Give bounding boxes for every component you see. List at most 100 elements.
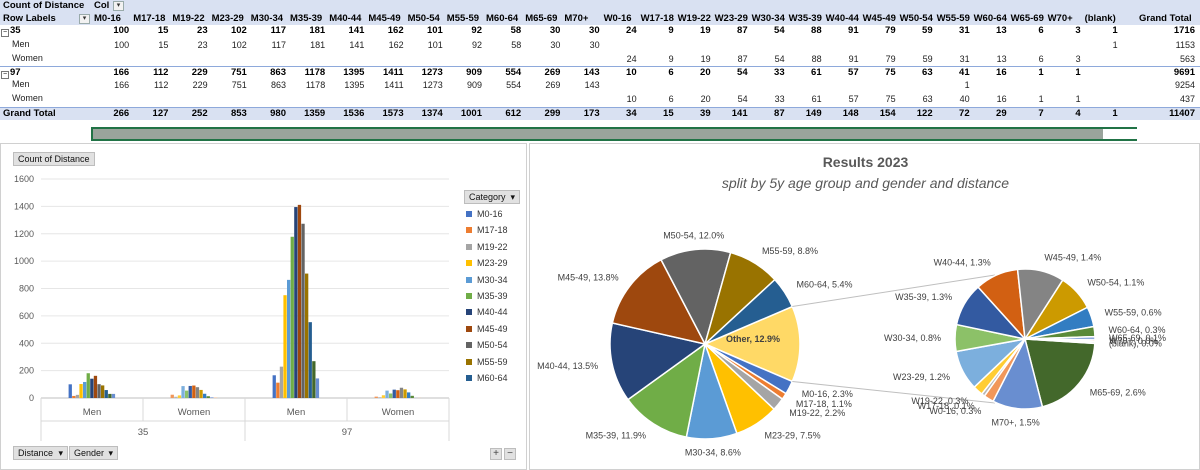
pivot-cell[interactable]: 88 <box>811 53 822 64</box>
pivot-cell[interactable]: 9 <box>668 53 674 64</box>
pivot-col-header[interactable]: M70+ <box>564 13 589 24</box>
legend-item[interactable]: M60-64 <box>463 372 523 388</box>
pivot-cell[interactable]: 63 <box>922 66 933 78</box>
pivot-cell[interactable]: 54 <box>737 94 748 105</box>
pivot-cell[interactable]: 299 <box>544 107 561 119</box>
pivot-cell[interactable]: 117 <box>270 25 286 37</box>
pivot-cell[interactable]: 61 <box>811 94 822 105</box>
pivot-cell[interactable]: 54 <box>774 25 785 37</box>
pivot-cell[interactable]: 63 <box>922 94 933 105</box>
pivot-cell[interactable]: 100 <box>114 39 130 50</box>
row-label[interactable]: −97 <box>1 67 21 79</box>
pivot-cell[interactable]: 61 <box>811 66 822 78</box>
row-label[interactable]: Grand Total <box>3 108 56 120</box>
pivot-col-header[interactable]: M60-64 <box>486 13 519 24</box>
pivot-col-header[interactable]: M19-22 <box>172 13 205 24</box>
legend-field-button[interactable]: Category ▾ <box>464 190 520 204</box>
legend-item[interactable]: M35-39 <box>463 290 523 306</box>
pivot-col-header[interactable]: W35-39 <box>788 13 822 24</box>
pivot-cell[interactable]: 13 <box>996 53 1007 64</box>
pivot-cell[interactable]: 181 <box>309 25 326 37</box>
pivot-cell[interactable]: 58 <box>510 25 522 37</box>
pivot-cell[interactable]: 101 <box>426 25 443 37</box>
pivot-cell[interactable]: 19 <box>700 53 711 64</box>
pivot-col-header[interactable]: W30-34 <box>751 13 785 24</box>
pivot-col-header[interactable]: W50-54 <box>899 13 933 24</box>
pivot-cell[interactable]: 149 <box>805 107 822 119</box>
pivot-cell[interactable]: 612 <box>505 107 522 119</box>
pivot-cell[interactable]: 554 <box>505 66 522 78</box>
pivot-cell[interactable]: 853 <box>230 107 247 119</box>
pivot-cell[interactable]: 1 <box>1038 94 1044 105</box>
pivot-cell[interactable]: 30 <box>549 25 561 37</box>
pivot-cell[interactable]: 15 <box>663 107 674 119</box>
pivot-cell[interactable]: 58 <box>511 39 522 50</box>
pivot-cell[interactable]: 87 <box>737 25 748 37</box>
pivot-cell[interactable]: 101 <box>427 39 443 50</box>
pivot-cell[interactable]: 863 <box>270 80 286 91</box>
pivot-cell[interactable]: 10 <box>626 66 637 78</box>
pivot-cell[interactable]: 154 <box>879 107 896 119</box>
expand-field-button[interactable]: + <box>490 448 502 460</box>
pivot-cell[interactable]: 87 <box>774 107 785 119</box>
pivot-cell[interactable]: 1153 <box>1175 39 1195 50</box>
pivot-cell[interactable]: 1178 <box>305 80 326 91</box>
pivot-cell[interactable]: 143 <box>584 80 600 91</box>
values-field-button[interactable]: Count of Distance <box>13 152 95 166</box>
pivot-cell[interactable]: 229 <box>192 80 208 91</box>
legend-item[interactable]: M0-16 <box>463 208 523 224</box>
pivot-cell[interactable]: 11407 <box>1169 107 1195 119</box>
pivot-cell[interactable]: 30 <box>550 39 561 50</box>
pivot-col-header[interactable]: M23-29 <box>211 13 244 24</box>
row-label[interactable]: Women <box>12 92 43 106</box>
pivot-cell[interactable]: 29 <box>996 107 1007 119</box>
pivot-cell[interactable]: 19 <box>700 25 711 37</box>
pivot-cell[interactable]: 34 <box>626 107 637 119</box>
gender-field-button[interactable]: Gender ▾ <box>69 446 118 460</box>
pivot-col-header[interactable]: W23-29 <box>714 13 748 24</box>
pivot-cell[interactable]: 40 <box>959 94 970 105</box>
pivot-cell[interactable]: 6 <box>1038 53 1044 64</box>
pivot-column-labels[interactable]: Col <box>94 0 110 11</box>
pivot-cell[interactable]: 112 <box>153 66 169 78</box>
pivot-cell[interactable]: 554 <box>506 80 522 91</box>
pivot-cell[interactable]: 54 <box>737 66 748 78</box>
pivot-cell[interactable]: 269 <box>544 66 561 78</box>
pivot-col-header[interactable]: W45-49 <box>862 13 896 24</box>
legend-item[interactable]: M23-29 <box>463 257 523 273</box>
pivot-cell[interactable]: 166 <box>113 66 130 78</box>
pivot-cell[interactable]: 1 <box>1038 66 1044 78</box>
pivot-cell[interactable]: 117 <box>271 39 286 50</box>
pivot-cell[interactable]: 1411 <box>382 66 404 78</box>
pivot-cell[interactable]: 9 <box>668 25 674 37</box>
pivot-cell[interactable]: 30 <box>589 25 600 37</box>
pivot-cell[interactable]: 20 <box>700 66 711 78</box>
row-label[interactable]: −35 <box>1 25 21 38</box>
pivot-cell[interactable]: 23 <box>197 25 208 37</box>
pivot-cell[interactable]: 266 <box>113 107 130 119</box>
row-label[interactable]: Men <box>12 38 30 52</box>
pivot-cell[interactable]: 13 <box>996 25 1007 37</box>
pivot-cell[interactable]: 102 <box>231 39 247 50</box>
pivot-cell[interactable]: 1 <box>1112 107 1118 119</box>
pivot-cell[interactable]: 31 <box>959 53 970 64</box>
pivot-cell[interactable]: 87 <box>737 53 748 64</box>
pivot-col-header[interactable]: M65-69 <box>525 13 558 24</box>
pivot-cell[interactable]: 269 <box>545 80 561 91</box>
pivot-col-header[interactable]: M50-54 <box>407 13 440 24</box>
pivot-cell[interactable]: 1001 <box>460 107 482 119</box>
pivot-col-header[interactable]: W40-44 <box>825 13 859 24</box>
pivot-cell[interactable]: 143 <box>583 66 600 78</box>
pivot-cell[interactable]: 173 <box>583 107 600 119</box>
pivot-cell[interactable]: 92 <box>471 39 482 50</box>
pivot-cell[interactable]: 141 <box>349 39 365 50</box>
pivot-cell[interactable]: 20 <box>700 94 711 105</box>
pivot-cell[interactable]: 9691 <box>1173 66 1195 78</box>
pivot-cell[interactable]: 75 <box>885 66 896 78</box>
pivot-cell[interactable]: 1 <box>1112 39 1118 50</box>
pivot-cell[interactable]: 31 <box>959 25 970 37</box>
legend-item[interactable]: M30-34 <box>463 274 523 290</box>
pivot-cell[interactable]: 1395 <box>343 66 365 78</box>
collapse-icon[interactable]: − <box>1 70 9 79</box>
pivot-cell[interactable]: 127 <box>152 107 169 119</box>
